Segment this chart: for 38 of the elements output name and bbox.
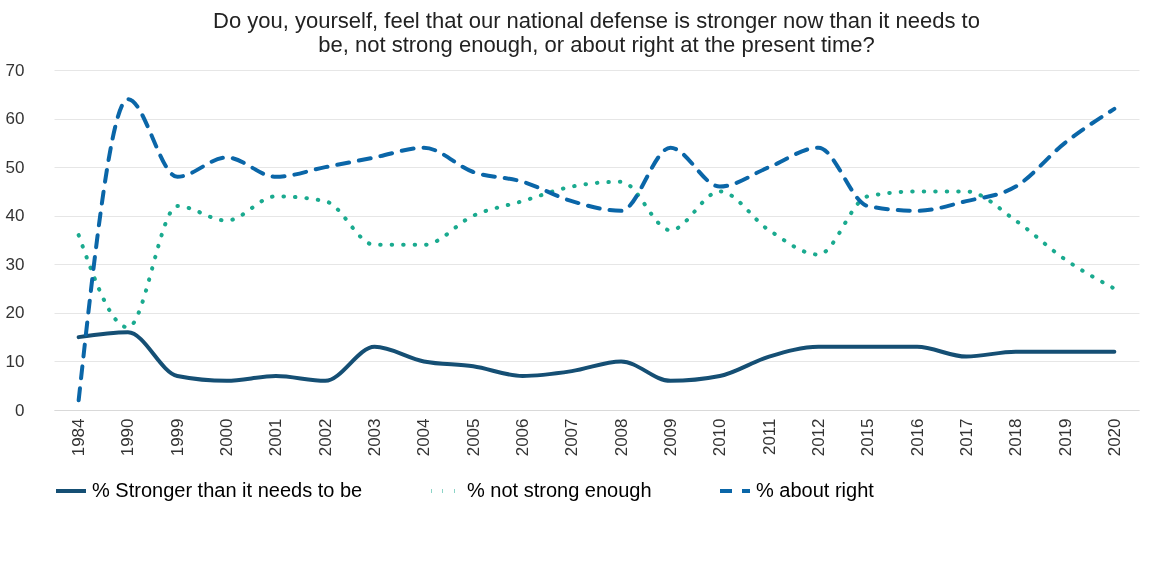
legend-label: % about right	[756, 479, 875, 501]
line-series	[76, 179, 1117, 330]
x-tick-label: 2006	[513, 418, 533, 457]
x-tick-label: 2016	[907, 418, 927, 457]
x-tick-label: 1990	[118, 418, 138, 457]
x-tick-label: 1999	[167, 418, 187, 457]
x-tick-label: 2005	[463, 418, 483, 457]
legend-label: % not strong enough	[467, 479, 652, 501]
x-tick-label: 2015	[858, 418, 878, 457]
y-tick-label: 40	[5, 206, 25, 226]
line-series	[76, 97, 1117, 403]
y-tick-label: 0	[15, 400, 25, 420]
y-tick-label: 30	[5, 254, 25, 274]
x-tick-label: 2011	[759, 418, 779, 456]
x-tick-label: 2003	[365, 418, 385, 457]
x-tick-label: 2004	[414, 418, 434, 457]
x-tick-label: 2008	[611, 418, 631, 457]
legend-label: % Stronger than it needs to be	[92, 479, 363, 501]
y-tick-label: 20	[5, 303, 25, 323]
x-tick-label: 2012	[808, 418, 828, 457]
x-tick-label: 2009	[660, 418, 680, 457]
x-tick-label: 1984	[69, 418, 89, 457]
y-tick-label: 10	[5, 351, 25, 371]
text: be, not strong enough, or about right at the present time?	[318, 32, 875, 57]
x-tick-label: 2020	[1104, 418, 1124, 457]
x-tick-label: 2010	[710, 418, 730, 457]
y-tick-label: 50	[5, 157, 25, 177]
y-tick-label: 70	[5, 60, 25, 80]
y-tick-label: 60	[5, 109, 25, 129]
x-tick-label: 2018	[1006, 418, 1026, 457]
x-tick-label: 2000	[217, 418, 237, 457]
x-tick-label: 2017	[956, 418, 976, 457]
x-tick-label: 2002	[315, 418, 335, 457]
x-tick-label: 2019	[1055, 418, 1075, 457]
line-series	[76, 330, 1117, 383]
x-tick-label: 2001	[266, 418, 286, 457]
x-tick-label: 2007	[562, 418, 582, 457]
text: Do you, yourself, feel that our national defense is stronger now than it needs to	[213, 8, 980, 33]
